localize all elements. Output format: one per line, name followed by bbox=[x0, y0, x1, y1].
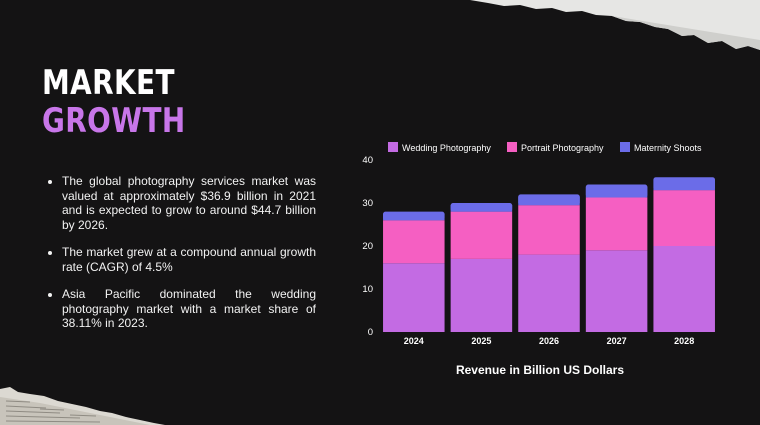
stacked-bar-chart: Wedding Photography Portrait Photography M… bbox=[362, 142, 715, 346]
slide-title: MARKET GROWTH bbox=[42, 64, 186, 140]
torn-newspaper-bottom-decoration bbox=[0, 387, 165, 425]
bullet-item: The global photography services market w… bbox=[62, 174, 316, 232]
legend-label: Wedding Photography bbox=[402, 143, 491, 153]
x-tick-label: 2028 bbox=[674, 336, 694, 346]
bar-segment bbox=[450, 258, 513, 332]
y-tick-label: 10 bbox=[362, 284, 373, 295]
x-axis-label: Revenue in Billion US Dollars bbox=[455, 363, 625, 377]
bar-segment bbox=[383, 263, 445, 332]
legend-swatch bbox=[388, 142, 398, 152]
y-tick-label: 0 bbox=[368, 327, 373, 338]
legend-label: Portrait Photography bbox=[521, 143, 604, 153]
y-tick-label: 40 bbox=[362, 155, 373, 166]
legend-swatch bbox=[620, 142, 630, 152]
legend-label: Maternity Shoots bbox=[634, 143, 702, 153]
x-tick-label: 2024 bbox=[404, 336, 424, 346]
x-tick-label: 2026 bbox=[539, 336, 559, 346]
bar-segment bbox=[585, 186, 648, 198]
legend-swatch bbox=[507, 142, 517, 152]
title-line-growth: GROWTH bbox=[42, 101, 186, 141]
bar-segment bbox=[383, 220, 445, 264]
torn-paper-top-decoration bbox=[470, 0, 760, 50]
y-tick-label: 20 bbox=[362, 241, 373, 252]
bar-segment bbox=[450, 211, 513, 259]
y-tick-label: 30 bbox=[362, 198, 373, 209]
title-line-market: MARKET bbox=[42, 63, 175, 103]
bar-segment bbox=[518, 254, 580, 332]
bar-segment bbox=[653, 190, 715, 246]
bar-segment bbox=[585, 250, 648, 332]
bullet-list: The global photography services market w… bbox=[48, 174, 316, 344]
bar-segment bbox=[450, 205, 513, 212]
x-tick-label: 2025 bbox=[471, 336, 491, 346]
x-tick-label: 2027 bbox=[607, 336, 627, 346]
bar-segment bbox=[518, 205, 580, 255]
bullet-item: Asia Pacific dominated the wedding photo… bbox=[62, 287, 316, 331]
bullet-item: The market grew at a compound annual gro… bbox=[62, 245, 316, 274]
bar-segment bbox=[518, 196, 580, 206]
bar-segment bbox=[585, 197, 648, 251]
bar-segment bbox=[653, 179, 715, 191]
bar-segment bbox=[653, 246, 715, 332]
bar-segment bbox=[383, 213, 445, 221]
